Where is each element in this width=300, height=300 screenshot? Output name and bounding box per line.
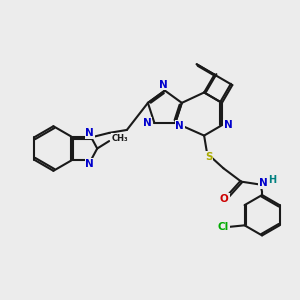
Text: O: O (220, 194, 229, 204)
Text: N: N (85, 159, 94, 169)
Text: S: S (205, 152, 212, 162)
Text: H: H (268, 175, 276, 185)
Text: N: N (159, 80, 168, 90)
Text: CH₃: CH₃ (111, 134, 128, 142)
Text: N: N (259, 178, 268, 188)
Text: N: N (224, 120, 233, 130)
Text: N: N (142, 118, 151, 128)
Text: N: N (85, 128, 94, 138)
Text: N: N (176, 121, 184, 131)
Text: Cl: Cl (218, 222, 229, 232)
